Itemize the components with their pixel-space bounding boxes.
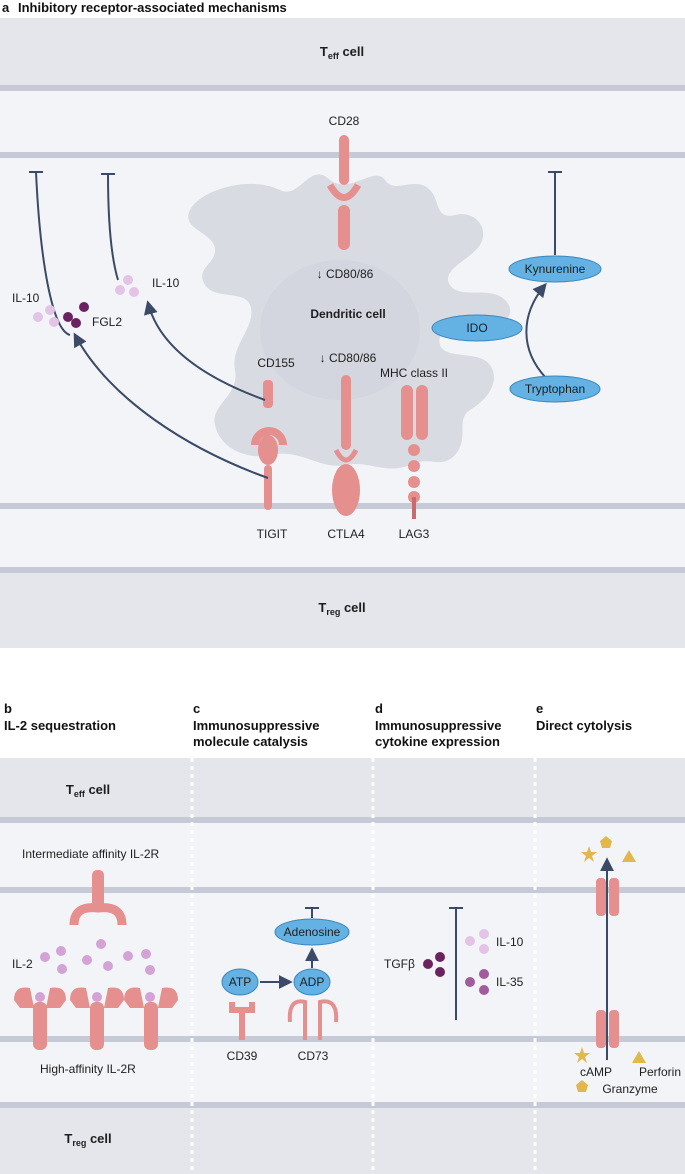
adenosine-inhibit — [305, 907, 319, 918]
tigit-label: TIGIT — [257, 527, 288, 541]
adenosine-pill — [274, 918, 350, 946]
il10-dots — [465, 929, 489, 954]
atp-label: ATP — [229, 975, 251, 989]
panel-e-letter: e — [536, 701, 543, 716]
camp-label: cAMP — [580, 1065, 612, 1079]
treg-pore — [596, 1010, 619, 1048]
lag3-label: LAG3 — [399, 527, 430, 541]
cd155-label: CD155 — [257, 356, 295, 370]
cd39-label: CD39 — [227, 1049, 258, 1063]
panel-d-title-2: cytokine expression — [375, 734, 500, 749]
high-affinity-label: High-affinity IL-2R — [40, 1062, 136, 1076]
panel-c-title-1: Immunosuppressive — [193, 718, 319, 733]
panel-a-background — [0, 18, 685, 648]
high-affinity-il2r-2 — [70, 987, 124, 1050]
il10-mid-label: IL-10 — [152, 276, 180, 290]
cd73-label: CD73 — [298, 1049, 329, 1063]
il35-dots — [465, 969, 489, 995]
panel-a-title: Inhibitory receptor-associated mechanism… — [18, 0, 287, 15]
camp-star-icon — [574, 1047, 590, 1063]
treg-cell-label-b: Treg cell — [64, 1131, 111, 1148]
adp-pill — [293, 968, 331, 996]
il10-left-label: IL-10 — [12, 291, 40, 305]
tryptophan-label: Tryptophan — [525, 382, 585, 396]
cd28-receptor — [326, 135, 362, 250]
teff-cell-body-a — [0, 18, 685, 88]
tryptophan-pill — [509, 375, 601, 403]
treg-cell-label-a: Treg cell — [318, 600, 365, 617]
granule-shapes-top — [581, 836, 636, 862]
tgfb-dots — [423, 952, 445, 977]
high-affinity-il2r-group — [14, 987, 178, 1050]
cytokine-inhibit-line — [449, 907, 463, 1020]
granule-shapes-bottom — [574, 1047, 646, 1092]
cd39-enzyme — [229, 1002, 255, 1040]
fgl2-label: FGL2 — [92, 315, 122, 329]
tryptophan-to-kynurenine-arrow — [525, 282, 547, 379]
adp-label: ADP — [300, 975, 325, 989]
il10-label-d: IL-10 — [496, 935, 524, 949]
teff-cell-label-a: Teff cell — [320, 44, 364, 61]
mhc-lag3 — [401, 385, 428, 519]
cd80-top-label: ↓ CD80/86 — [317, 267, 374, 281]
intermediate-il2r — [69, 870, 127, 926]
panel-d-letter: d — [375, 701, 383, 716]
granzyme-label: Granzyme — [602, 1082, 658, 1096]
teff-pore — [596, 878, 619, 916]
ido-pill — [431, 314, 523, 342]
ido-label: IDO — [466, 321, 487, 335]
tgfb-label: TGFβ — [384, 957, 415, 971]
treg-cell-body-a — [0, 573, 685, 648]
panel-c-letter: c — [193, 701, 200, 716]
intermediate-il2r-label: Intermediate affinity IL-2R — [22, 847, 160, 861]
granzyme-pentagon-icon — [576, 1080, 588, 1092]
cytokine-dots-left — [33, 275, 139, 328]
il35-label: IL-35 — [496, 975, 524, 989]
cd155-to-il10-arrow — [143, 300, 266, 401]
kynurenine-pill — [508, 255, 602, 283]
panels-bde-background — [0, 758, 685, 1174]
cd80-mid-label: ↓ CD80/86 — [320, 351, 377, 365]
panel-a-letter: a — [2, 0, 10, 15]
cd73-enzyme — [287, 999, 339, 1040]
panel-d-title-1: Immunosuppressive — [375, 718, 501, 733]
high-affinity-il2r-1 — [14, 987, 66, 1050]
il2-dots — [35, 939, 155, 1002]
high-affinity-il2r-3 — [124, 987, 178, 1050]
inhibition-arrows-left — [29, 171, 119, 336]
tigit-cd155 — [251, 380, 287, 510]
perforin-triangle-icon — [632, 1051, 646, 1063]
tigit-to-fgl2-arrow — [73, 332, 269, 479]
teff-cell-label-b: Teff cell — [66, 782, 110, 799]
panel-dividers — [190, 758, 537, 1174]
atp-pill — [221, 968, 259, 996]
panel-c-title-2: molecule catalysis — [193, 734, 308, 749]
dendritic-cell-label: Dendritic cell — [310, 307, 385, 321]
panel-e-title: Direct cytolysis — [536, 718, 632, 733]
adenosine-label: Adenosine — [284, 925, 341, 939]
kynurenine-label: Kynurenine — [525, 262, 586, 276]
teff-membrane-b — [0, 887, 685, 893]
panel-b-title: IL-2 sequestration — [4, 718, 116, 733]
cd28-label: CD28 — [329, 114, 360, 128]
il2-label: IL-2 — [12, 957, 33, 971]
panel-b-letter: b — [4, 701, 12, 716]
ctla4-label: CTLA4 — [327, 527, 365, 541]
mhc-label: MHC class II — [380, 366, 448, 380]
ctla4-receptor — [332, 375, 360, 516]
perforin-label: Perforin — [639, 1065, 681, 1079]
treg-membrane-b — [0, 1036, 685, 1042]
kynurenine-inhibit — [548, 171, 562, 255]
